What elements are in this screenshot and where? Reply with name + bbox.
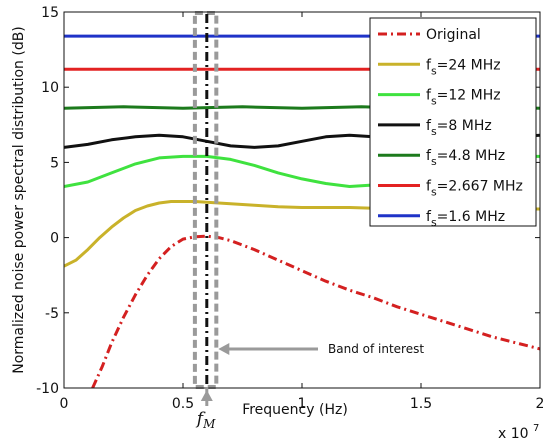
x-tick-label-2: 1 [298, 396, 307, 412]
y-tick-label-2: 0 [50, 231, 59, 247]
legend-label-4: fs=4.8 MHz [426, 148, 505, 168]
y-tick-label-0: -10 [36, 381, 59, 397]
x-exponent: x 10 7 [498, 423, 539, 442]
legend-label-2: fs=12 MHz [426, 88, 501, 108]
y-tick-label-5: 15 [41, 5, 59, 21]
legend: Original fs=24 MHz fs=12 MHz fs=8 MHz fs=4.8… [369, 17, 537, 229]
fm-arrow-head [200, 390, 213, 401]
x-axis-label: Frequency (Hz) [242, 402, 348, 418]
x-tick-label-1: 0.5 [172, 396, 194, 412]
band-arrow-head [218, 343, 230, 355]
fm-label: fM [195, 409, 216, 431]
y-axis-label: Normalized noise power spectral distribu… [11, 26, 27, 374]
y-tick-label-1: -5 [45, 306, 59, 322]
band-of-interest-label: Band of interest [328, 342, 424, 356]
legend-label-5: fs=2.667 MHz [426, 179, 523, 199]
ticks: 0 0.5 1 1.5 2 -10 -5 0 5 10 15 [36, 5, 544, 412]
legend-box [369, 17, 537, 227]
band-of-interest [192, 11, 219, 389]
axis-labels: Frequency (Hz) Normalized noise power sp… [11, 26, 539, 442]
legend-label-0: Original [426, 27, 481, 43]
x-tick-label-4: 2 [536, 396, 545, 412]
band-of-interest-box [192, 11, 219, 389]
annotations: Band of interest fM [195, 342, 425, 431]
legend-label-6: fs=1.6 MHz [426, 209, 505, 229]
y-tick-label-3: 5 [50, 155, 59, 171]
x-tick-label-0: 0 [60, 396, 69, 412]
x-exponent-base: x 10 [498, 426, 529, 442]
series-line-0 [91, 234, 540, 388]
y-tick-label-4: 10 [41, 80, 59, 96]
legend-label-1: fs=24 MHz [426, 57, 501, 77]
legend-label-3: fs=8 MHz [426, 118, 492, 138]
x-exponent-power: 7 [533, 423, 539, 434]
x-tick-label-3: 1.5 [410, 396, 432, 412]
